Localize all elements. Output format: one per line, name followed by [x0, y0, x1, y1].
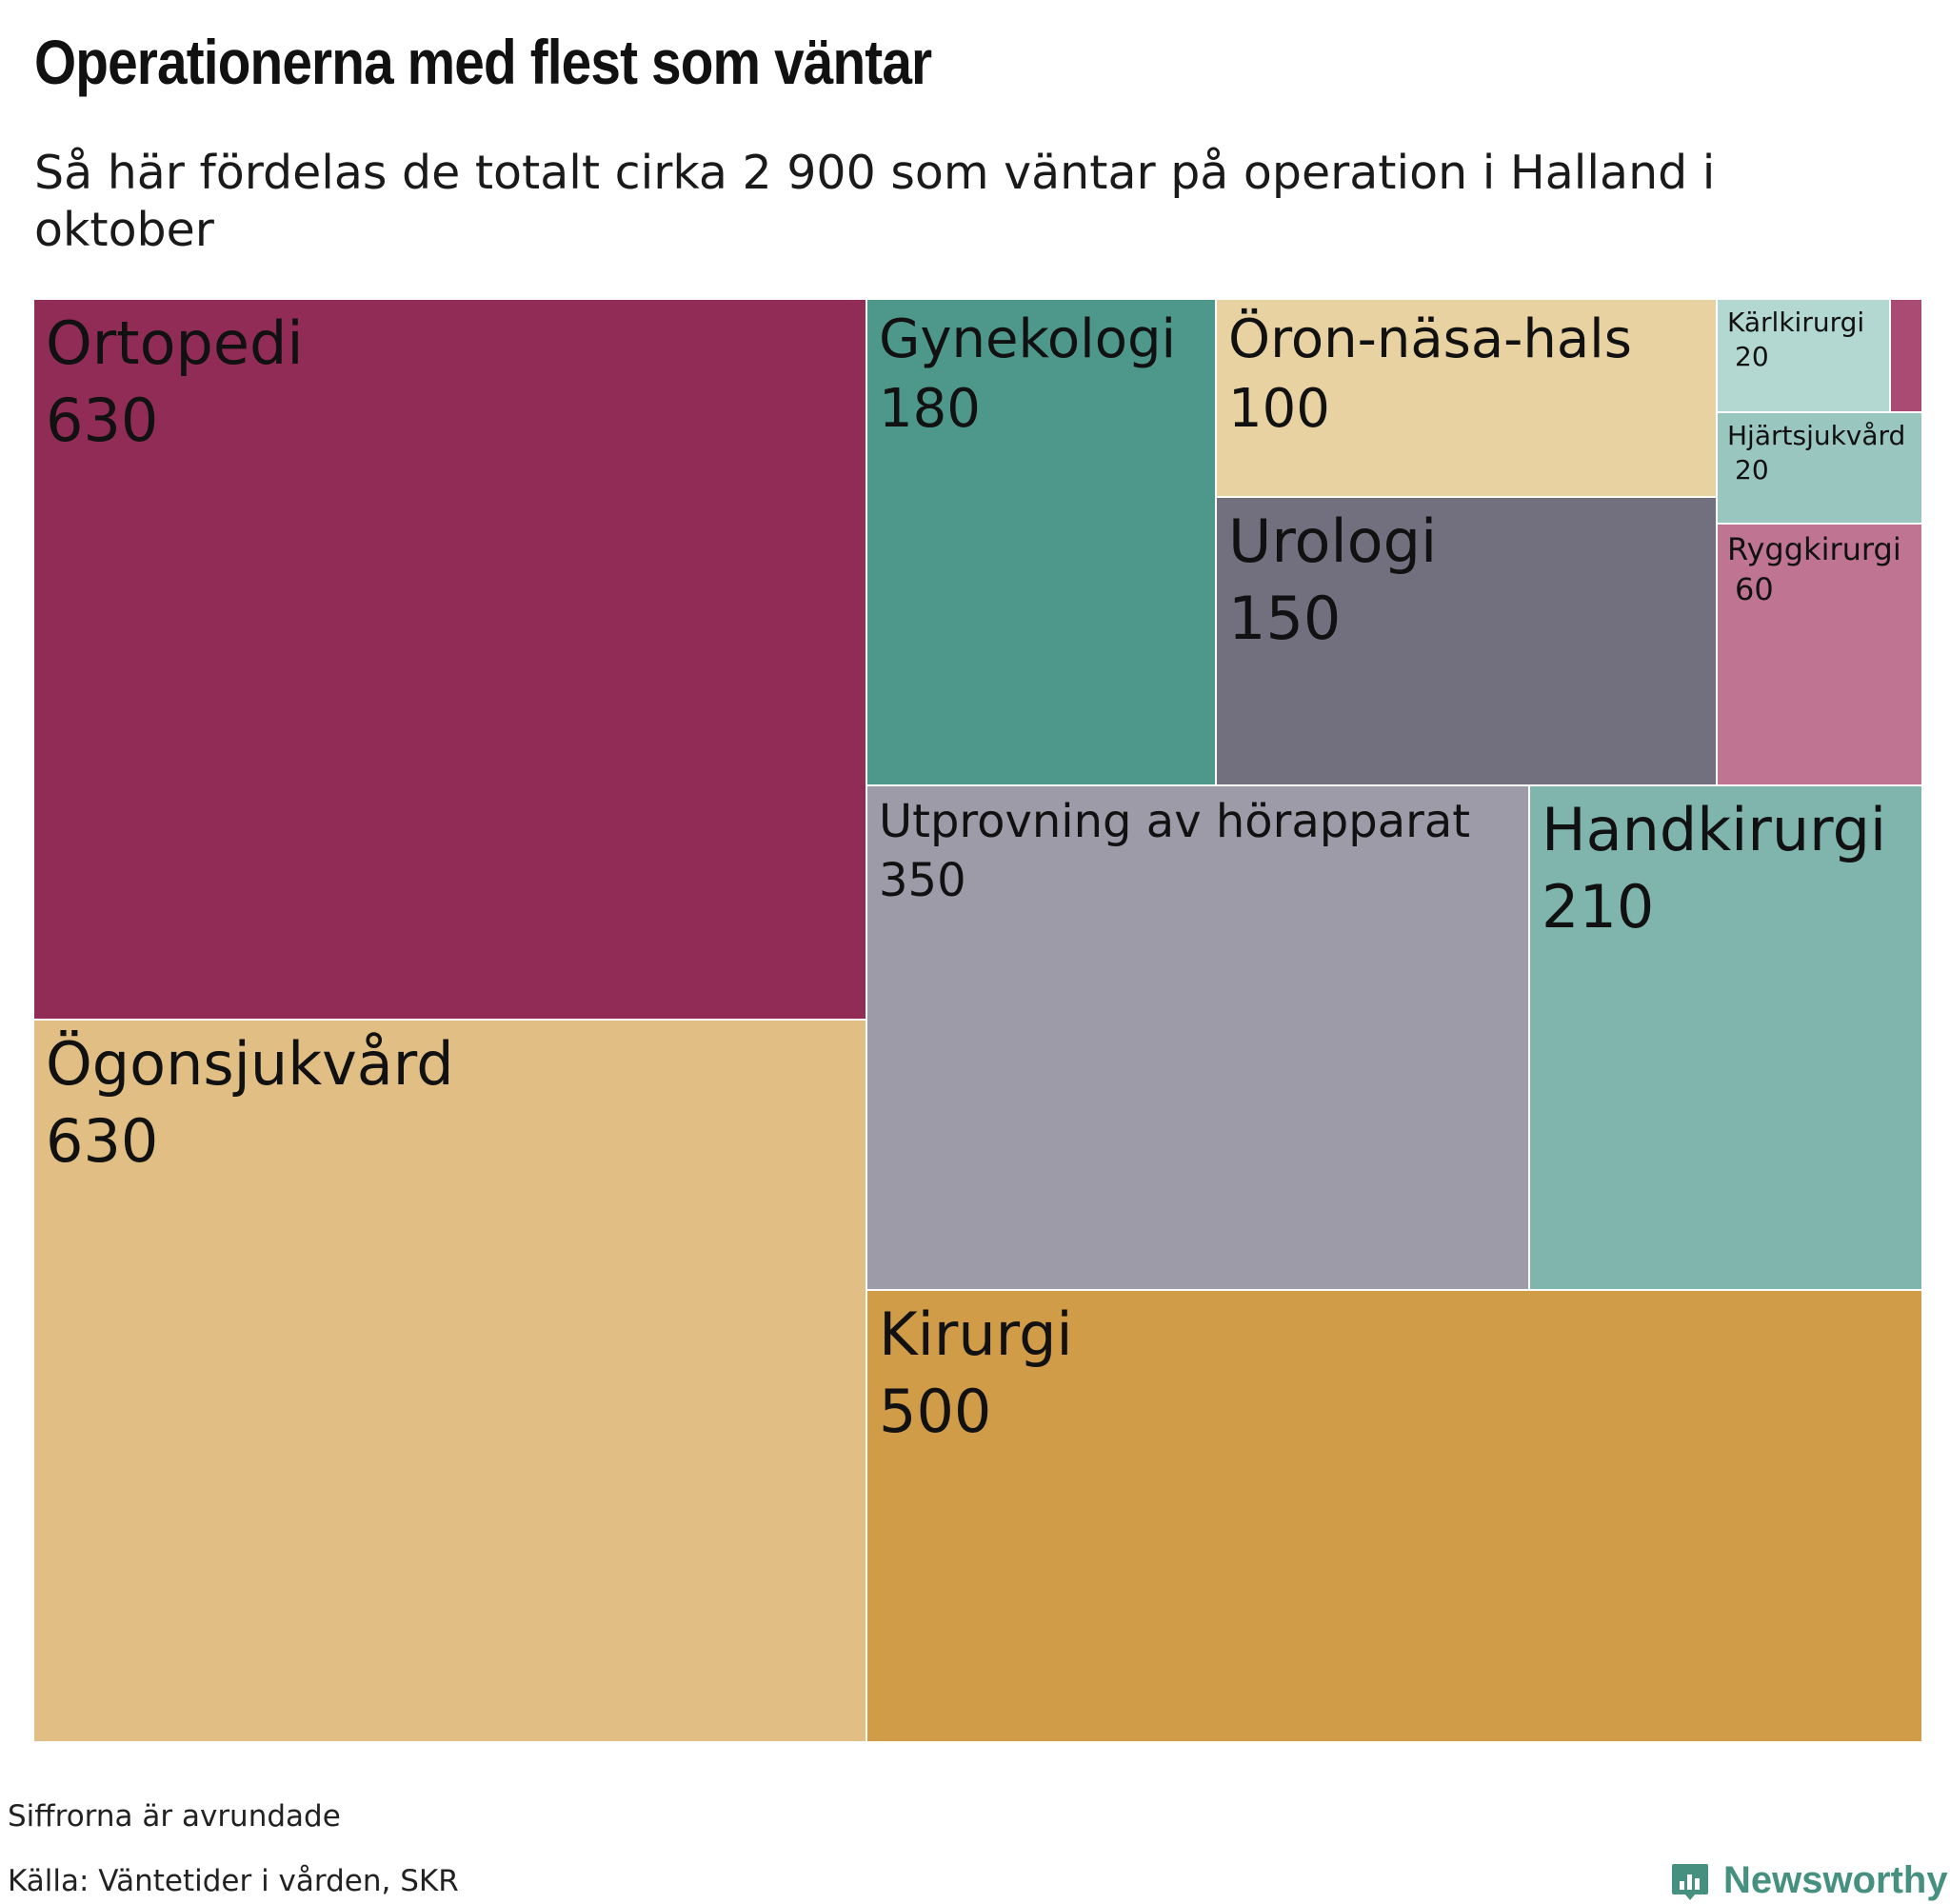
tile-label: Handkirurgi 210: [1542, 792, 1886, 945]
treemap-tile-handkirurgi[interactable]: Handkirurgi 210: [1530, 786, 1923, 1291]
treemap-tile-ogonsjukvard[interactable]: Ögonsjukvård 630: [34, 1021, 867, 1743]
brand-name: Newsworthy: [1723, 1859, 1948, 1901]
treemap-tile-kirurgi[interactable]: Kirurgi 500: [867, 1291, 1923, 1743]
treemap-tile-karlkirurgi[interactable]: Kärlkirurgi 20: [1718, 300, 1891, 413]
tile-value-label: 630: [46, 1105, 159, 1176]
tile-value-label: 60: [1735, 570, 1774, 607]
tile-category-name: Ögonsjukvård: [46, 1029, 454, 1099]
tile-label: Kärlkirurgi 20: [1727, 306, 1864, 375]
treemap-tile-utprovning-av-horapparat[interactable]: Utprovning av hörapparat 350: [867, 786, 1530, 1291]
tile-label: Gynekologi 180: [879, 306, 1176, 445]
rounding-note: Siffrorna är avrundade: [8, 1799, 341, 1834]
tile-category-name: Utprovning av hörapparat: [879, 795, 1471, 848]
tile-value-label: 630: [46, 385, 159, 455]
tile-category-name: Urologi: [1228, 506, 1438, 576]
treemap-chart: Ortopedi 630 Ögonsjukvård 630 Gynekologi 180 Ö…: [34, 300, 1923, 1743]
treemap-tile-urologi[interactable]: Urologi 150: [1217, 498, 1718, 786]
tile-value-label: 350: [879, 854, 966, 908]
tile-label: Hjärtsjukvård 20: [1727, 419, 1905, 488]
tile-label: Urologi 150: [1228, 504, 1437, 657]
tile-category-name: Ortopedi: [46, 308, 304, 378]
tile-category-name: Gynekologi: [879, 308, 1177, 370]
treemap-tile-gynekologi[interactable]: Gynekologi 180: [867, 300, 1217, 786]
tile-label: Ryggkirurgi 60: [1727, 530, 1901, 609]
tile-value-label: 210: [1542, 871, 1655, 942]
tile-label: Ögonsjukvård 630: [46, 1026, 454, 1180]
tile-label: Utprovning av hörapparat 350: [879, 792, 1470, 911]
newsworthy-logo-icon: [1672, 1864, 1708, 1900]
tile-value-label: 500: [879, 1376, 992, 1446]
tile-category-name: Hjärtsjukvård: [1727, 420, 1906, 451]
tile-value-label: 20: [1735, 454, 1769, 486]
chart-subtitle: Så här fördelas de totalt cirka 2 900 so…: [34, 146, 1716, 257]
source-note: Källa: Väntetider i vården, SKR: [8, 1864, 459, 1898]
tile-category-name: Kärlkirurgi: [1727, 307, 1865, 338]
chart-title: Operationerna med flest som väntar: [34, 27, 932, 97]
tile-label: Ortopedi 630: [46, 306, 304, 459]
tile-value-label: 100: [1228, 377, 1330, 440]
treemap-tile-ortopedi[interactable]: Ortopedi 630: [34, 300, 867, 1021]
tile-category-name: Kirurgi: [879, 1299, 1073, 1369]
tile-value-label: 150: [1228, 583, 1342, 653]
tile-category-name: Öron-näsa-hals: [1228, 308, 1632, 370]
treemap-tile-unlabeled[interactable]: [1891, 300, 1923, 413]
tile-label: Öron-näsa-hals 100: [1228, 306, 1632, 445]
tile-category-name: Handkirurgi: [1542, 795, 1887, 864]
treemap-tile-ryggkirurgi[interactable]: Ryggkirurgi 60: [1718, 525, 1923, 786]
tile-value-label: 180: [879, 377, 981, 440]
treemap-tile-hjartsjukvard[interactable]: Hjärtsjukvård 20: [1718, 413, 1923, 525]
tile-label: Kirurgi 500: [879, 1297, 1073, 1450]
tile-category-name: Ryggkirurgi: [1727, 531, 1901, 567]
tile-value-label: 20: [1735, 341, 1769, 373]
treemap-tile-oron-nasa-hals[interactable]: Öron-näsa-hals 100: [1217, 300, 1718, 498]
